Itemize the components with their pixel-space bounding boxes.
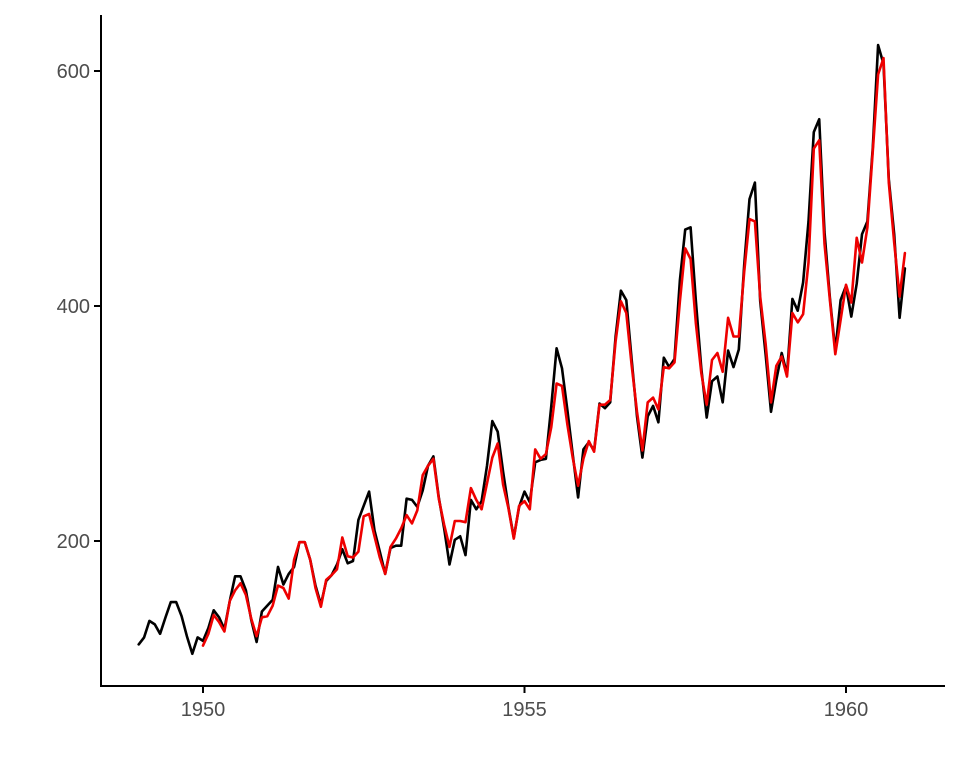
y-tick-label: 200 (57, 531, 90, 553)
y-tick-label: 600 (57, 61, 90, 83)
plot-series (137, 43, 907, 656)
x-tick-label: 1955 (502, 699, 547, 721)
x-tick-label: 1960 (824, 699, 869, 721)
x-axis-ticks: 1950 1955 1960 (181, 686, 869, 721)
y-tick-label: 400 (57, 296, 90, 318)
x-tick-label: 1950 (181, 699, 226, 721)
y-axis-ticks: 200 400 600 (57, 61, 101, 553)
series-line-black (137, 43, 907, 656)
series-line-red (201, 56, 907, 647)
